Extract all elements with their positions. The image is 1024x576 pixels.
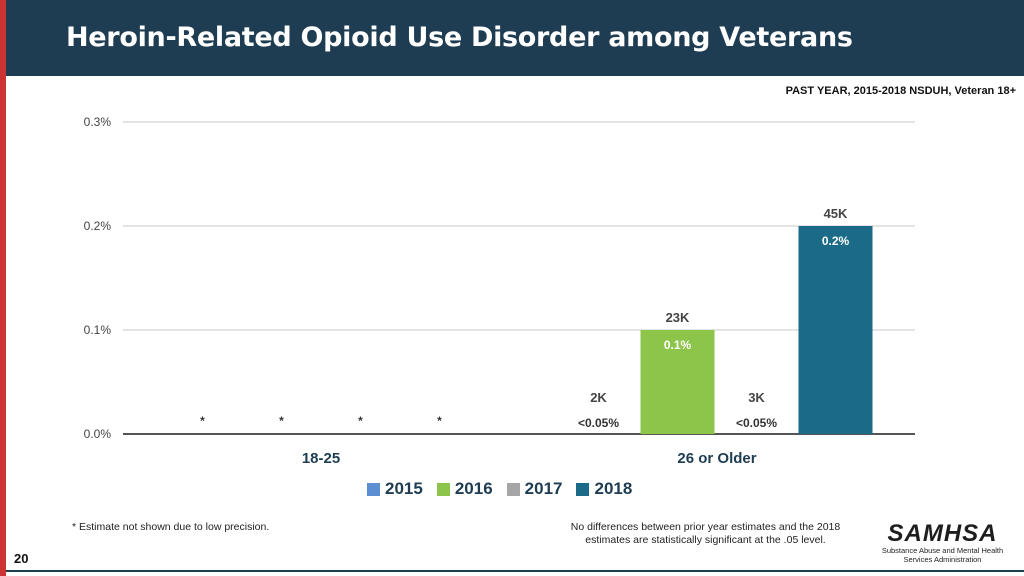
page-number: 20: [14, 551, 29, 566]
bar-value-label: <0.05%: [578, 416, 619, 430]
legend-swatch-2017: [506, 482, 520, 496]
bar-value-label: 0.2%: [822, 234, 850, 248]
samhsa-logo: SAMHSA Substance Abuse and Mental Health…: [880, 520, 1005, 565]
legend-swatch-2015: [367, 482, 380, 496]
legend-swatch-2016: [436, 482, 450, 496]
chart-legend: 2015 2016 2017 2018: [367, 479, 646, 499]
legend-swatch-2018: [576, 482, 590, 496]
y-tick-label: 0.2%: [84, 219, 112, 233]
legend-item-2017: 2017: [506, 479, 563, 499]
y-tick-label: 0.0%: [84, 427, 112, 441]
x-category-label: 26 or Older: [677, 450, 756, 467]
bar-count-label: 23K: [666, 310, 690, 325]
footnote-significance: No differences between prior year estima…: [570, 521, 841, 546]
low-precision-marker: *: [200, 414, 205, 428]
y-tick-label: 0.1%: [84, 323, 112, 337]
left-accent-stripe: [0, 0, 6, 576]
bar-count-label: 3K: [748, 390, 765, 405]
bar-2016-26-older: [640, 330, 715, 434]
logo-subtitle-line2: Services Administration: [903, 555, 982, 564]
low-precision-marker: *: [437, 414, 442, 428]
logo-wordmark: SAMHSA: [887, 520, 998, 547]
bar-2018-26-older: [798, 226, 873, 434]
legend-label-2016: 2016: [454, 479, 493, 498]
logo-subtitle-line1: Substance Abuse and Mental Health: [881, 546, 1004, 555]
legend-item-2016: 2016: [436, 479, 493, 499]
page-title: Heroin-Related Opioid Use Disorder among…: [66, 22, 853, 53]
low-precision-marker: *: [358, 414, 363, 428]
legend-label-2015: 2015: [385, 479, 423, 498]
source-note: PAST YEAR, 2015-2018 NSDUH, Veteran 18+: [785, 85, 1016, 97]
legend-label-2018: 2018: [594, 479, 633, 498]
x-category-label: 18-25: [302, 450, 340, 467]
bar-count-label: 2K: [590, 390, 607, 405]
bar-count-label: 45K: [824, 206, 848, 221]
legend-item-2015: 2015: [367, 479, 423, 499]
y-tick-label: 0.3%: [84, 115, 112, 129]
footnote-low-precision: * Estimate not shown due to low precisio…: [72, 521, 270, 533]
bar-value-label: <0.05%: [736, 416, 777, 430]
footer-divider: [6, 570, 1024, 572]
title-bar: Heroin-Related Opioid Use Disorder among…: [6, 0, 1024, 76]
legend-label-2017: 2017: [524, 479, 563, 498]
low-precision-marker: *: [279, 414, 284, 428]
legend-item-2018: 2018: [576, 479, 632, 499]
bar-value-label: 0.1%: [664, 338, 692, 352]
